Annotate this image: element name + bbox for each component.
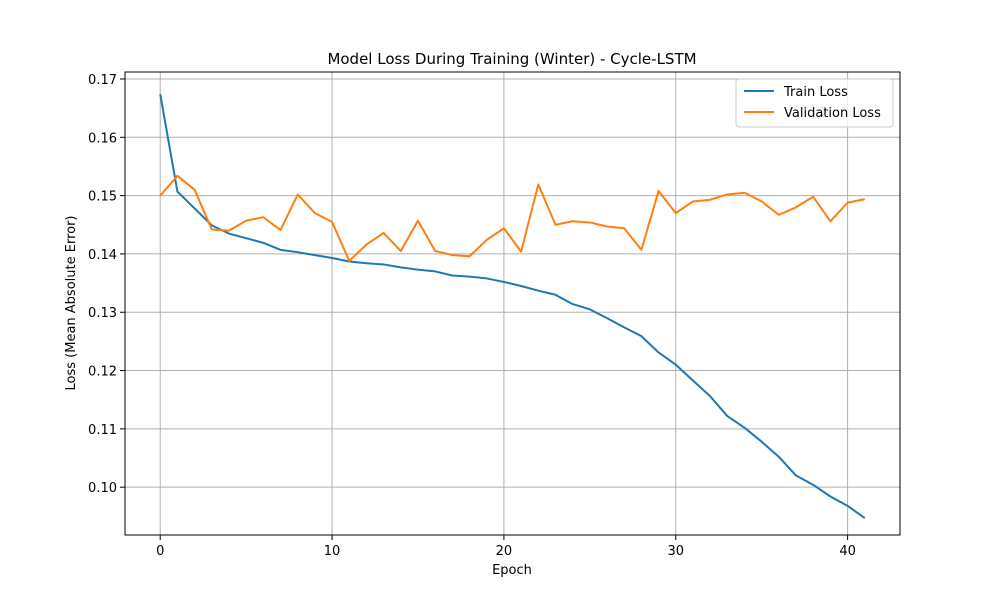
legend-label-validation: Validation Loss [784, 106, 881, 121]
train-loss-line [159, 93, 866, 519]
series-layer [159, 93, 866, 519]
legend: Train Loss Validation Loss [735, 78, 894, 128]
y-tick-label: 0.12 [88, 365, 117, 380]
y-axis-ticks: 0.10 0.11 0.12 0.13 0.14 0.15 0.16 0.17 [88, 73, 125, 496]
x-tick-label: 30 [667, 544, 684, 559]
legend-box [735, 78, 894, 128]
x-axis-ticks: 0 10 20 30 40 [156, 535, 856, 559]
y-tick-label: 0.11 [88, 423, 117, 438]
y-axis-label: Loss (Mean Absolute Error) [64, 216, 79, 391]
x-tick-label: 10 [324, 544, 341, 559]
x-tick-label: 40 [839, 544, 856, 559]
plot-area [125, 72, 900, 535]
x-gridlines [159, 72, 849, 535]
x-tick-label: 0 [156, 544, 164, 559]
legend-label-train: Train Loss [783, 85, 848, 100]
y-tick-label: 0.15 [88, 190, 117, 205]
chart-title: Model Loss During Training (Winter) - Cy… [327, 50, 696, 68]
x-tick-label: 20 [496, 544, 513, 559]
validation-loss-line [159, 174, 865, 262]
y-tick-label: 0.10 [88, 481, 117, 496]
y-tick-label: 0.17 [88, 73, 117, 88]
x-axis-label: Epoch [492, 563, 532, 578]
y-gridlines [125, 78, 900, 488]
y-tick-label: 0.14 [88, 248, 117, 263]
plot-frame [124, 71, 901, 536]
y-tick-label: 0.16 [88, 131, 117, 146]
y-tick-label: 0.13 [88, 306, 117, 321]
